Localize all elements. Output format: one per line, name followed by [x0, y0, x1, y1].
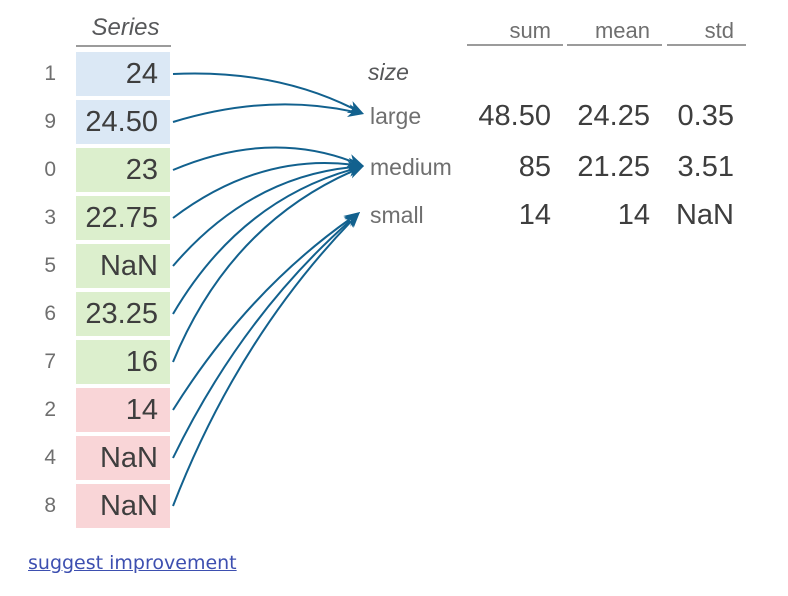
arrowhead-icon	[343, 212, 360, 228]
value-medium-sum: 85	[518, 151, 551, 183]
series-row: 7 16	[30, 340, 170, 384]
group-arrow-9-to-large	[172, 103, 352, 123]
value-large-mean: 24.25	[577, 100, 650, 132]
suggest-improvement-link[interactable]: suggest improvement	[28, 552, 237, 574]
series-cell: 24.50	[76, 100, 170, 144]
group-label-large: large	[370, 103, 422, 129]
series-row: 2 14	[30, 388, 170, 432]
column-header-std: std	[667, 16, 746, 46]
value-small-mean: 14	[617, 199, 650, 231]
arrowhead-icon	[347, 157, 364, 171]
arrowhead-icon	[343, 212, 360, 227]
series-row: 5 NaN	[30, 244, 170, 288]
row-index: 9	[44, 110, 56, 133]
series-cell: 23	[76, 148, 170, 192]
groupby-key-label: size	[368, 59, 409, 85]
group-label-small: small	[370, 202, 424, 228]
series-row: 1 24	[30, 52, 170, 96]
value-large-std: 0.35	[677, 100, 734, 132]
row-index: 8	[44, 494, 56, 517]
series-row: 6 23.25	[30, 292, 170, 336]
group-arrow-5-to-medium	[172, 166, 352, 267]
group-arrow-7-to-medium	[172, 170, 353, 363]
series-row: 9 24.50	[30, 100, 170, 144]
series-cell: NaN	[76, 436, 170, 480]
group-arrow-3-to-medium	[172, 161, 352, 219]
row-index: 1	[44, 62, 56, 85]
row-index: 2	[44, 398, 56, 421]
series-cell: NaN	[76, 244, 170, 288]
series-title: Series	[91, 14, 160, 41]
series-row: 4 NaN	[30, 436, 170, 480]
series-row: 8 NaN	[30, 484, 170, 528]
column-header-mean: mean	[567, 16, 662, 46]
row-index: 4	[44, 446, 56, 469]
value-large-sum: 48.50	[478, 100, 551, 132]
row-index: 6	[44, 302, 56, 325]
value-medium-mean: 21.25	[577, 151, 650, 183]
series-underline	[76, 45, 171, 47]
value-small-sum: 14	[518, 199, 551, 231]
arrowhead-icon	[346, 104, 364, 117]
group-arrow-8-to-small	[172, 220, 352, 507]
row-index: 0	[44, 158, 56, 181]
group-arrow-4-to-small	[172, 219, 351, 459]
arrowhead-icon	[347, 161, 364, 175]
arrowhead-icon	[346, 154, 364, 167]
group-label-medium: medium	[370, 154, 452, 180]
series-row: 0 23	[30, 148, 170, 192]
series-cell: NaN	[76, 484, 170, 528]
row-index: 3	[44, 206, 56, 229]
arrowhead-icon	[346, 101, 364, 114]
column-header-sum: sum	[467, 16, 563, 46]
series-cell: 23.25	[76, 292, 170, 336]
series-cell: 24	[76, 52, 170, 96]
arrowhead-icon	[344, 212, 360, 229]
series-cell: 22.75	[76, 196, 170, 240]
row-index: 7	[44, 350, 56, 373]
value-medium-std: 3.51	[677, 151, 734, 183]
group-arrow-0-to-medium	[172, 146, 353, 171]
arrowhead-icon	[346, 166, 364, 179]
series-cell: 14	[76, 388, 170, 432]
series-cell: 16	[76, 340, 170, 384]
arrowhead-icon	[346, 164, 364, 177]
group-arrow-6-to-medium	[172, 168, 352, 315]
value-small-std: NaN	[675, 199, 734, 231]
row-index: 5	[44, 254, 56, 277]
series-row: 3 22.75	[30, 196, 170, 240]
group-arrow-1-to-large	[172, 72, 353, 110]
group-arrow-2-to-small	[172, 218, 350, 411]
